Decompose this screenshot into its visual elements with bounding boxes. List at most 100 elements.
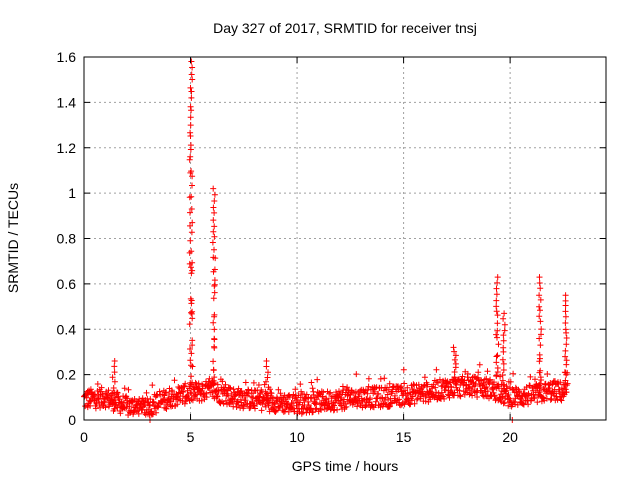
data-point <box>97 404 104 411</box>
data-point <box>121 385 128 392</box>
data-point <box>563 341 570 348</box>
data-point <box>188 168 195 175</box>
data-point <box>538 331 544 338</box>
data-point <box>536 313 543 320</box>
data-point <box>451 369 458 375</box>
data-point <box>536 274 543 281</box>
data-point <box>98 384 105 391</box>
data-point <box>230 386 237 393</box>
data-point <box>562 353 569 360</box>
data-point <box>111 363 118 370</box>
data-point <box>210 228 217 235</box>
data-point <box>210 295 217 302</box>
data-point <box>255 382 262 388</box>
data-point <box>211 283 218 289</box>
data-point <box>499 377 506 384</box>
data-point <box>150 411 156 418</box>
data-point <box>189 76 196 83</box>
data-point <box>540 385 547 392</box>
data-point <box>214 393 221 400</box>
data-point <box>210 358 217 365</box>
data-point <box>264 374 271 381</box>
y-tick-label: 1.6 <box>57 49 77 65</box>
data-point <box>562 347 569 354</box>
data-point <box>187 357 194 364</box>
data-point <box>373 384 380 391</box>
data-point <box>386 403 393 410</box>
data-point <box>189 64 196 71</box>
data-point <box>537 355 543 362</box>
data-point <box>215 388 222 395</box>
data-point <box>505 402 512 409</box>
data-point <box>387 400 394 407</box>
data-point <box>459 373 466 380</box>
data-point <box>456 392 463 399</box>
data-point <box>222 381 229 388</box>
y-tick-label: 0 <box>68 412 76 428</box>
data-point <box>494 312 501 319</box>
data-point <box>252 405 258 412</box>
data-point <box>495 341 502 348</box>
data-point <box>125 386 132 393</box>
data-point <box>111 378 118 385</box>
data-point <box>536 387 543 394</box>
data-point <box>189 342 196 349</box>
data-point <box>179 388 186 395</box>
data-point <box>188 350 195 357</box>
data-point <box>188 94 195 101</box>
data-point <box>451 356 458 363</box>
data-point <box>564 380 571 387</box>
data-point <box>536 292 543 299</box>
data-point <box>237 388 244 395</box>
data-point <box>493 331 500 338</box>
data-point <box>250 379 257 386</box>
data-point <box>491 392 498 399</box>
data-point <box>537 367 544 374</box>
data-point <box>314 376 321 383</box>
data-point <box>494 320 501 327</box>
data-point <box>187 133 194 139</box>
data-point <box>187 346 193 352</box>
data-point <box>212 255 219 262</box>
data-point <box>312 406 319 413</box>
data-point <box>258 407 265 414</box>
data-point <box>187 84 194 91</box>
x-tick-label: 10 <box>289 429 305 445</box>
data-point <box>417 393 424 400</box>
data-point <box>297 381 304 388</box>
data-point <box>353 371 360 378</box>
data-point <box>126 403 133 410</box>
data-point <box>536 303 543 310</box>
data-point <box>474 394 481 400</box>
data-point <box>542 380 549 387</box>
data-point <box>111 406 118 412</box>
data-point <box>181 400 188 407</box>
data-point <box>537 318 544 325</box>
data-point <box>325 400 332 407</box>
data-point <box>211 289 218 296</box>
data-point <box>500 360 507 367</box>
data-point <box>153 409 160 416</box>
data-point <box>309 385 316 392</box>
data-point <box>429 385 436 392</box>
data-point <box>111 358 118 364</box>
data-point <box>210 377 217 384</box>
data-point <box>273 407 280 414</box>
data-point <box>562 292 569 299</box>
data-point <box>209 239 216 246</box>
data-point <box>435 379 441 386</box>
x-tick-label: 15 <box>396 429 412 445</box>
data-point <box>531 394 538 401</box>
data-point <box>111 397 118 403</box>
data-point <box>494 383 501 389</box>
data-point <box>343 403 350 410</box>
data-point <box>189 267 196 274</box>
data-point <box>557 379 564 386</box>
data-point <box>396 396 403 403</box>
data-point <box>381 375 388 382</box>
data-point <box>433 378 440 385</box>
data-point <box>188 58 195 65</box>
data-point <box>421 374 428 381</box>
data-point <box>534 399 541 406</box>
data-point <box>275 386 282 393</box>
